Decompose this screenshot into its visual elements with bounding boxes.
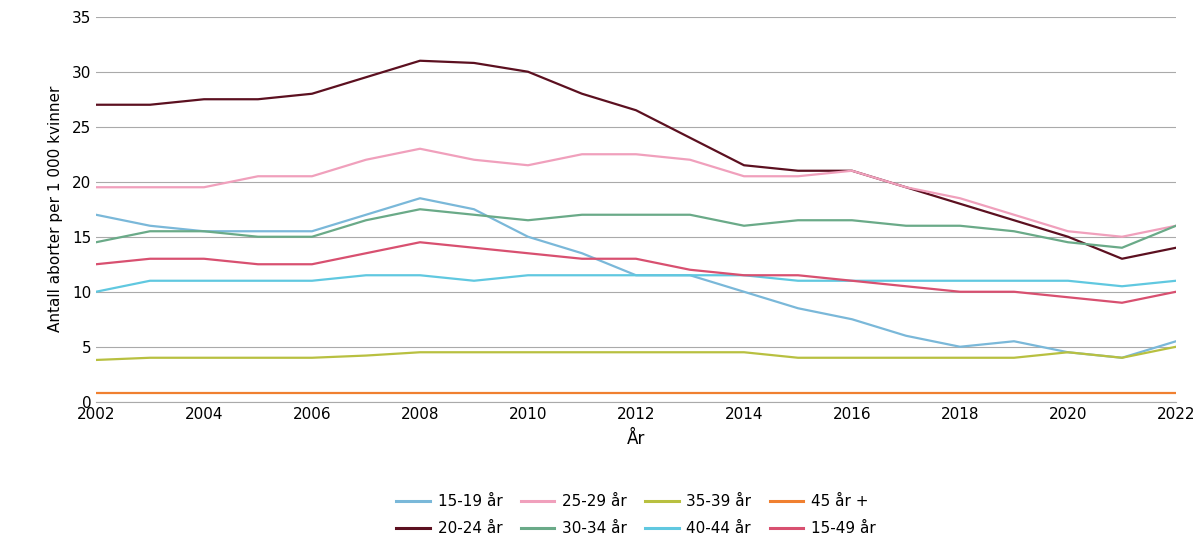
- Legend: 15-19 år, 20-24 år, 25-29 år, 30-34 år, 35-39 år, 40-44 år, 45 år +, 15-49 år: 15-19 år, 20-24 år, 25-29 år, 30-34 år, …: [396, 494, 876, 536]
- X-axis label: År: År: [626, 430, 646, 448]
- Y-axis label: Antall aborter per 1 000 kvinner: Antall aborter per 1 000 kvinner: [48, 86, 64, 333]
